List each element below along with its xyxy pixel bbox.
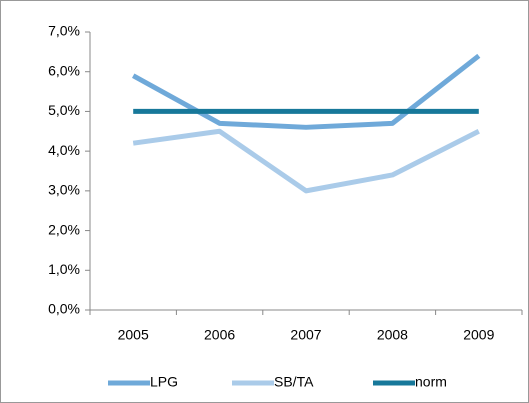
series-line [131, 53, 481, 130]
y-tick-label: 2,0% [48, 221, 80, 237]
x-tick-label: 2009 [463, 327, 494, 343]
x-tick-label: 2008 [377, 327, 408, 343]
y-tick-label: 5,0% [48, 102, 80, 118]
y-tick-label: 4,0% [48, 142, 80, 158]
x-tick-label: 2006 [204, 327, 235, 343]
x-tick-label: 2007 [290, 327, 321, 343]
series-line [132, 128, 480, 194]
y-tick-label: 6,0% [48, 62, 80, 78]
y-tick-label: 7,0% [48, 23, 80, 39]
x-tick-label: 2005 [118, 327, 149, 343]
legend-label: norm [415, 374, 447, 390]
legend-label: SB/TA [274, 374, 314, 390]
legend-label: LPG [150, 374, 178, 390]
y-tick-label: 1,0% [48, 261, 80, 277]
y-tick-label: 0,0% [48, 301, 80, 317]
y-tick-label: 3,0% [48, 182, 80, 198]
